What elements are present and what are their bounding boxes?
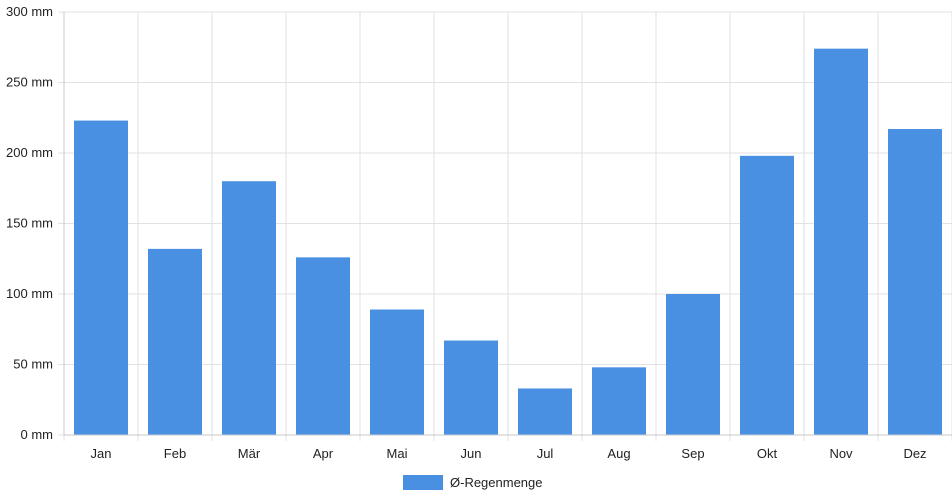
x-tick-label: Aug (607, 446, 630, 461)
bar-Feb[interactable] (148, 248, 202, 435)
bar-Jun[interactable] (444, 340, 498, 435)
bars (74, 48, 942, 435)
x-tick-label: Mär (238, 446, 261, 461)
legend[interactable]: Ø-Regenmenge (403, 475, 543, 490)
y-axis-tick-labels: 0 mm 50 mm 100 mm 150 mm 200 mm 250 mm 300 mm (6, 4, 53, 442)
x-axis-tick-labels: Jan Feb Mär Apr Mai Jun Jul Aug Sep Okt Nov Dez (91, 446, 927, 461)
axes (63, 12, 952, 436)
y-tick-label: 300 mm (6, 4, 53, 19)
bar-Mär[interactable] (222, 181, 276, 435)
legend-swatch (403, 475, 443, 490)
bar-Sep[interactable] (666, 294, 720, 435)
bar-Mai[interactable] (370, 309, 424, 435)
bar-Apr[interactable] (296, 257, 350, 435)
bar-Dez[interactable] (888, 129, 942, 435)
x-tick-label: Dez (903, 446, 926, 461)
x-tick-label: Jun (461, 446, 482, 461)
x-tick-label: Feb (164, 446, 186, 461)
legend-label: Ø-Regenmenge (450, 475, 543, 490)
bar-Aug[interactable] (592, 367, 646, 435)
x-tick-label: Jul (537, 446, 554, 461)
y-tick-label: 100 mm (6, 286, 53, 301)
x-tick-label: Okt (757, 446, 778, 461)
x-tick-label: Jan (91, 446, 112, 461)
y-tick-label: 50 mm (13, 357, 53, 372)
bar-Jul[interactable] (518, 388, 572, 435)
y-tick-label: 250 mm (6, 75, 53, 90)
grid-lines (58, 11, 952, 441)
y-tick-label: 200 mm (6, 145, 53, 160)
bar-Jan[interactable] (74, 120, 128, 435)
x-tick-label: Sep (681, 446, 704, 461)
bar-Okt[interactable] (740, 155, 794, 435)
bar-Nov[interactable] (814, 48, 868, 435)
x-tick-label: Apr (313, 446, 334, 461)
x-tick-label: Nov (829, 446, 853, 461)
x-tick-label: Mai (387, 446, 408, 461)
y-tick-label: 150 mm (6, 216, 53, 231)
y-tick-label: 0 mm (21, 427, 54, 442)
